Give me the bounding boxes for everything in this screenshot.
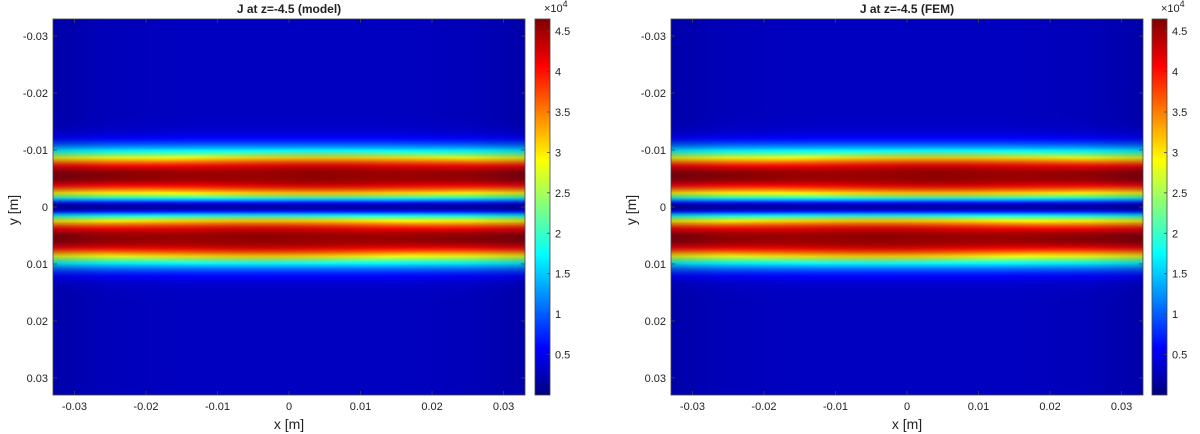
colorbar-tick-label: 2.5 [555,188,570,200]
x-tick-label: 0.01 [350,401,371,413]
colorbar-tick-label: 4.5 [1172,26,1187,38]
colorbar-ticks: 0.5 1 1.5 2 2.5 3 3.5 4 4.5 [1164,26,1187,362]
heatmap-edge-shade [671,19,1143,395]
x-tick-label: 0 [904,401,910,413]
x-ticks: -0.03 -0.02 -0.01 0 0.01 0.02 0.03 [680,19,1132,413]
chart-title: J at z=-4.5 (FEM) [860,2,954,16]
upper-band-peak [120,150,515,202]
chart-title: J at z=-4.5 (model) [237,2,341,16]
colorbar [535,19,550,395]
y-tick-label: 0.01 [645,259,666,271]
colorbar-tick-label: 3 [1172,147,1178,159]
y-axis-label: y [m] [623,195,639,225]
heatmap-panel-model: J at z=-4.5 (model) -0.03 -0.02 -0.01 0 0.01… [5,0,570,432]
y-axis-label: y [m] [5,195,21,225]
colorbar-ticks: 0.5 1 1.5 2 2.5 3 3.5 4 4.5 [547,26,570,362]
colorbar-multiplier: ×104 [544,0,568,15]
y-tick-label: 0 [660,202,666,214]
y-ticks: -0.03 -0.02 -0.01 0 0.01 0.02 0.03 [23,31,525,385]
y-tick-label: 0.02 [645,316,666,328]
heatmap-image [53,19,525,395]
x-tick-label: -0.01 [823,401,848,413]
heatmap-edge-shade [53,19,525,395]
colorbar-tick-label: 1 [1172,309,1178,321]
x-tick-label: -0.01 [205,401,230,413]
y-tick-label: -0.02 [641,88,666,100]
colorbar-tick-label: 3.5 [1172,107,1187,119]
x-axis-label: x [m] [274,416,304,432]
lower-band-peak [681,212,1076,264]
y-tick-label: -0.03 [641,31,666,43]
colorbar-tick-label: 3 [555,147,561,159]
colorbar-tick-label: 1 [555,309,561,321]
heatmap-panel-fem: J at z=-4.5 (FEM) -0.03 -0.02 -0.01 0 0.01 0.… [623,0,1187,432]
x-tick-label: -0.03 [62,401,87,413]
y-ticks: -0.03 -0.02 -0.01 0 0.01 0.02 0.03 [641,31,1143,385]
lower-band-peak [63,212,458,264]
colorbar-tick-label: 1.5 [555,269,570,281]
x-tick-label: 0.01 [968,401,989,413]
y-tick-label: 0.03 [645,373,666,385]
colorbar-tick-label: 1.5 [1172,269,1187,281]
colorbar-tick-label: 4 [1172,67,1178,79]
colorbar-frame [534,18,551,396]
y-tick-label: 0 [42,202,48,214]
colorbar-multiplier: ×104 [1161,0,1185,15]
x-tick-label: 0.03 [493,401,514,413]
colorbar-tick-label: 4 [555,67,561,79]
colorbar-tick-label: 2 [555,228,561,240]
x-tick-label: -0.02 [133,401,158,413]
x-tick-label: 0.02 [1039,401,1060,413]
x-tick-label: 0.03 [1111,401,1132,413]
colorbar-tick-label: 0.5 [555,350,570,362]
y-tick-label: -0.01 [23,145,48,157]
y-tick-label: 0.02 [27,316,48,328]
y-tick-label: -0.03 [23,31,48,43]
x-ticks: -0.03 -0.02 -0.01 0 0.01 0.02 0.03 [62,19,514,413]
colorbar-tick-label: 2 [1172,228,1178,240]
colorbar-frame [1151,18,1168,396]
y-tick-label: -0.01 [641,145,666,157]
x-tick-label: -0.03 [680,401,705,413]
upper-band-peak [738,150,1133,202]
y-tick-label: 0.01 [27,259,48,271]
colorbar-tick-label: 3.5 [555,107,570,119]
heatmap-image [671,19,1143,395]
x-tick-label: 0 [286,401,292,413]
x-tick-label: -0.02 [751,401,776,413]
x-tick-label: 0.02 [421,401,442,413]
colorbar-tick-label: 2.5 [1172,188,1187,200]
y-tick-label: 0.03 [27,373,48,385]
colorbar-gradient [1152,19,1167,395]
y-tick-label: -0.02 [23,88,48,100]
colorbar-gradient [535,19,550,395]
colorbar [1152,19,1167,395]
colorbar-tick-label: 4.5 [555,26,570,38]
x-axis-label: x [m] [892,416,922,432]
colorbar-tick-label: 0.5 [1172,350,1187,362]
